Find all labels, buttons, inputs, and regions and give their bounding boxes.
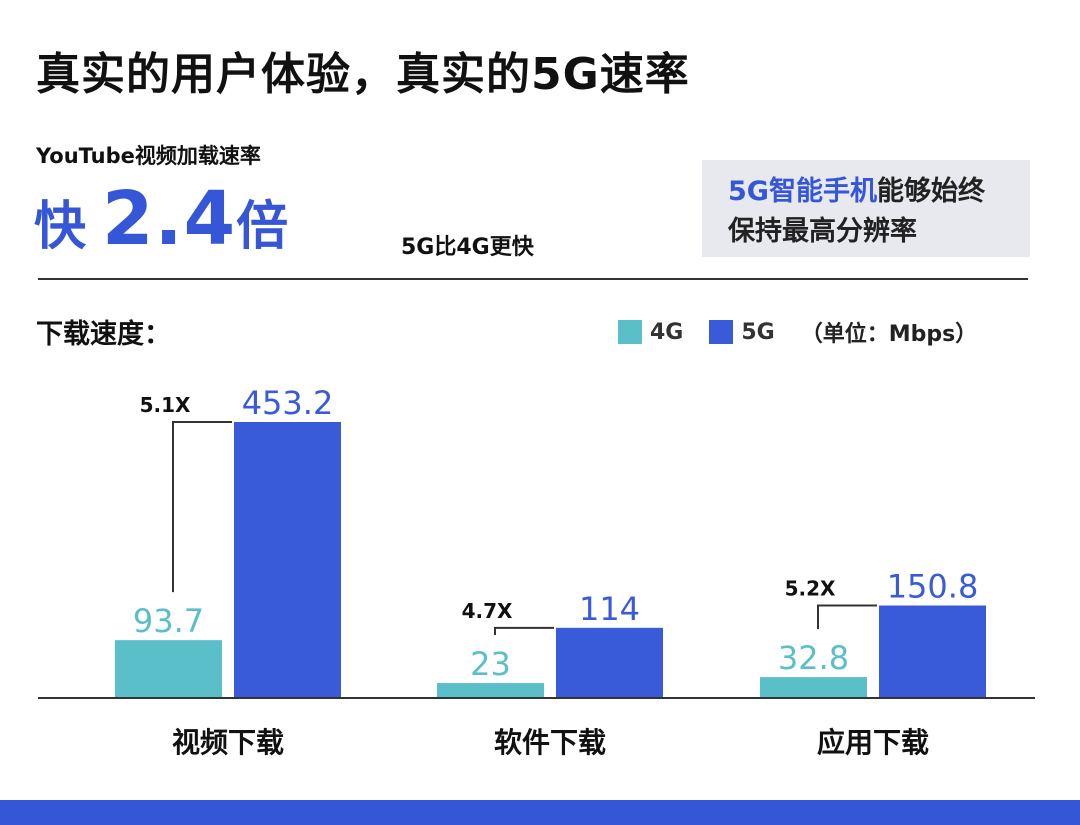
bar-4g-2 (760, 677, 867, 697)
speedup-suffix: 倍 (236, 197, 289, 257)
info-highlight: 5G智能手机 (728, 176, 877, 207)
bar-4g-1 (437, 683, 544, 697)
unit-note: （单位：Mbps） (800, 322, 978, 347)
legend-item-4g: 4G (618, 320, 683, 345)
chart-legend: 4G 5G （单位：Mbps） (618, 316, 977, 348)
bar-chart: 93.7 453.2 5.1X 视频下载 23 114 4.7X 软件下载 32.8 150.8 5… (38, 384, 1035, 759)
legend-swatch-5g (709, 320, 734, 344)
bar-4g-0 (115, 640, 222, 697)
data-label-5g-2: 150.8 (887, 567, 979, 605)
legend-label-5g: 5G (741, 319, 775, 345)
legend-item-5g: 5G (709, 319, 775, 345)
speedup-prefix: 快 (34, 197, 87, 257)
category-label-1: 软件下载 (494, 726, 606, 759)
youtube-load-label: YouTube视频加载速率 (36, 144, 261, 168)
bottom-accent-bar (0, 800, 1080, 825)
data-label-5g-1: 114 (579, 590, 640, 628)
ratio-label-0: 5.1X (140, 393, 191, 417)
data-label-4g-2: 32.8 (778, 639, 849, 677)
data-label-4g-1: 23 (470, 645, 511, 683)
speedup-stat: 快 2.4倍 (34, 176, 288, 262)
page-title: 真实的用户体验，真实的5G速率 (36, 49, 690, 100)
ratio-bracket-1 (494, 626, 554, 636)
data-label-5g-0: 453.2 (242, 384, 334, 422)
info-line-1: 5G智能手机能够始终 (728, 172, 1030, 212)
bar-5g-1 (556, 627, 663, 697)
speedup-value: 2.4 (102, 176, 237, 262)
bar-5g-0 (234, 422, 341, 697)
data-label-4g-0: 93.7 (133, 602, 204, 640)
chart-title: 下载速度： (36, 319, 171, 350)
compare-note: 5G比4G更快 (401, 235, 534, 260)
category-label-2: 应用下载 (817, 726, 929, 759)
bar-5g-2 (879, 605, 986, 697)
ratio-bracket-2 (817, 604, 877, 630)
legend-swatch-4g (618, 320, 642, 344)
ratio-label-2: 5.2X (785, 576, 836, 600)
category-label-0: 视频下载 (172, 726, 284, 759)
divider (38, 278, 1028, 280)
ratio-label-1: 4.7X (462, 599, 513, 623)
info-line-2: 保持最高分辨率 (728, 216, 917, 247)
info-box: 5G智能手机能够始终 保持最高分辨率 (702, 160, 1030, 257)
ratio-bracket-0 (172, 421, 232, 593)
legend-label-4g: 4G (650, 319, 684, 345)
info-line-1-rest: 能够始终 (876, 176, 985, 207)
